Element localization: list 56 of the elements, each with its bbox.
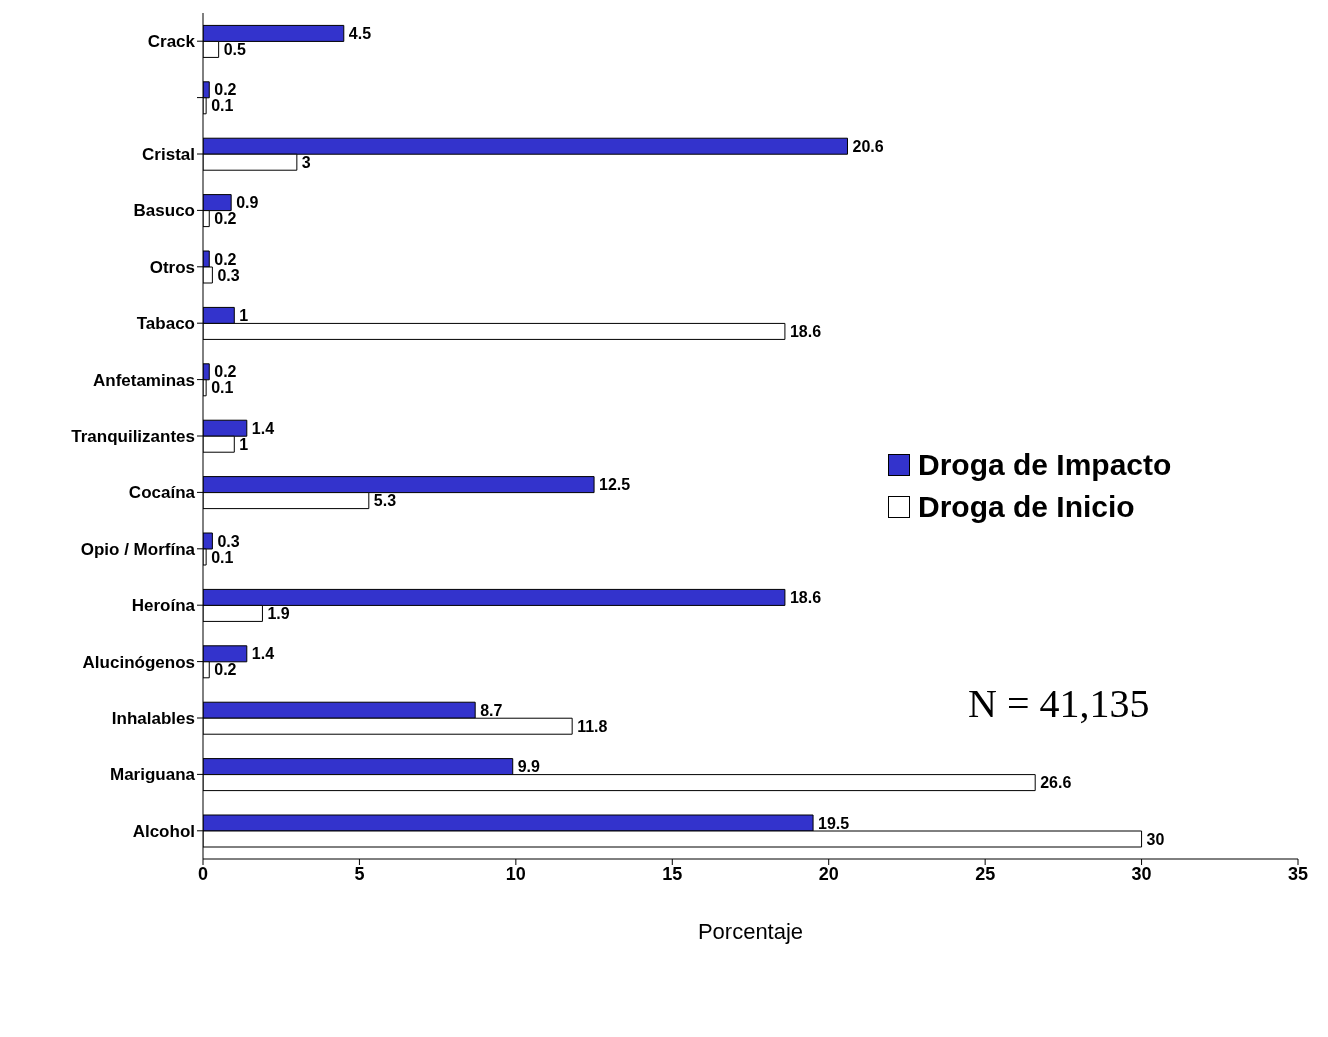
data-label: 3 <box>301 153 311 171</box>
x-tick-label: 0 <box>197 863 209 884</box>
data-label: 9.9 <box>517 758 541 776</box>
x-tick-label: 30 <box>1131 863 1152 884</box>
data-label: 0.2 <box>214 661 237 679</box>
data-label: 0.1 <box>211 379 234 397</box>
y-tick-label: Otros <box>149 257 195 277</box>
annotation: N = 41,135 <box>968 680 1150 727</box>
data-label: 1 <box>239 435 249 453</box>
data-label: 0.2 <box>214 363 237 381</box>
data-label: 11.8 <box>577 717 608 735</box>
data-label: 12.5 <box>599 476 631 494</box>
legend-label: Droga de Inicio <box>918 490 1135 524</box>
legend-label: Droga de Impacto <box>918 448 1172 482</box>
y-tick-label: Heroína <box>131 596 196 616</box>
y-tick-label: Tranquilizantes <box>71 427 195 447</box>
y-tick-label: Cocaína <box>128 483 196 503</box>
data-label: 1.9 <box>267 605 290 623</box>
data-label: 30 <box>1146 830 1165 848</box>
y-tick-label: Anfetaminas <box>92 370 195 390</box>
data-label: 18.6 <box>789 589 822 607</box>
data-label: 0.2 <box>214 210 237 228</box>
data-label: 0.3 <box>217 266 240 284</box>
data-label: 0.1 <box>211 548 234 566</box>
data-label: 8.7 <box>480 701 503 719</box>
y-tick-label: Basuco <box>133 201 195 221</box>
data-label: 0.1 <box>211 97 234 115</box>
x-tick-label: 5 <box>354 863 365 884</box>
data-label: 18.6 <box>789 323 822 341</box>
data-label: 0.5 <box>223 41 246 59</box>
data-label: 1.4 <box>251 645 275 663</box>
data-label: 5.3 <box>373 492 397 510</box>
y-tick-label: Tabaco <box>136 314 195 334</box>
data-label: 26.6 <box>1040 774 1072 792</box>
data-label: 1.4 <box>251 419 275 437</box>
y-tick-label: Cristal <box>142 145 195 165</box>
x-tick-label: 10 <box>505 863 526 884</box>
data-label: 0.2 <box>214 81 237 99</box>
y-tick-label: Mariguana <box>109 765 196 785</box>
data-label: 4.5 <box>348 25 372 43</box>
x-tick-label: 35 <box>1287 863 1309 884</box>
y-tick-label: Crack <box>147 32 196 52</box>
y-tick-label: Alcohol <box>132 821 195 841</box>
data-label: 0.2 <box>214 250 237 268</box>
y-tick-label: Alucinógenos <box>82 652 195 672</box>
data-label: 1 <box>239 307 249 325</box>
y-tick-label: Opio / Morfína <box>80 539 196 559</box>
x-tick-label: 25 <box>975 863 996 884</box>
data-label: 19.5 <box>818 814 850 832</box>
data-label: 0.3 <box>217 532 240 550</box>
x-tick-label: 20 <box>818 863 839 884</box>
x-axis-title: Porcentaje <box>697 919 804 944</box>
x-tick-label: 15 <box>662 863 683 884</box>
data-label: 20.6 <box>852 137 884 155</box>
y-tick-label: Inhalables <box>111 709 195 729</box>
data-label: 0.9 <box>236 194 259 212</box>
